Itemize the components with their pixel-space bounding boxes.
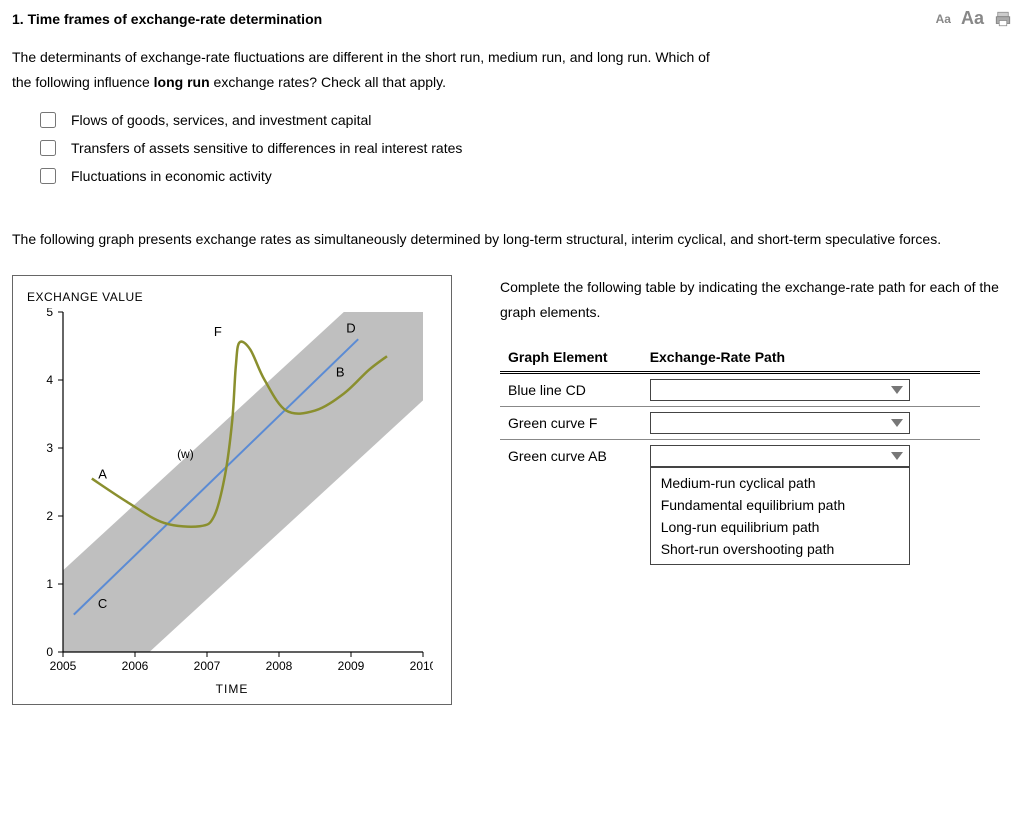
chart-y-title: EXCHANGE VALUE [27, 290, 437, 304]
table-row: Green curve ABMedium-run cyclical pathFu… [500, 439, 980, 472]
chevron-down-icon [891, 386, 903, 394]
intro-line2-bold: long run [154, 74, 210, 90]
answer-table: Graph Element Exchange-Rate Path Blue li… [500, 343, 980, 472]
chart-x-title: TIME [27, 682, 437, 696]
dropdown-option[interactable]: Short-run overshooting path [651, 538, 909, 560]
path-cell [642, 372, 980, 406]
table-row: Blue line CD [500, 372, 980, 406]
svg-text:2005: 2005 [50, 659, 77, 673]
option-row: Transfers of assets sensitive to differe… [36, 137, 1012, 159]
graph-element-cell: Green curve F [500, 406, 642, 439]
intro-line2-pre: the following influence [12, 74, 154, 90]
svg-text:4: 4 [46, 373, 53, 387]
paragraph-2: The following graph presents exchange ra… [12, 227, 1012, 252]
chevron-down-icon [891, 419, 903, 427]
option-label: Flows of goods, services, and investment… [71, 112, 371, 128]
graph-element-cell: Blue line CD [500, 372, 642, 406]
table-intro: Complete the following table by indicati… [500, 275, 1012, 325]
dropdown-option[interactable]: Medium-run cyclical path [651, 472, 909, 494]
path-dropdown[interactable] [650, 445, 910, 467]
path-dropdown[interactable] [650, 379, 910, 401]
font-decrease-button[interactable]: Aa [936, 12, 951, 26]
svg-text:3: 3 [46, 441, 53, 455]
svg-text:B: B [336, 364, 345, 379]
dropdown-option[interactable]: Long-run equilibrium path [651, 516, 909, 538]
intro-line2-post: exchange rates? Check all that apply. [210, 74, 446, 90]
dropdown-option[interactable]: Fundamental equilibrium path [651, 494, 909, 516]
svg-text:C: C [98, 595, 107, 610]
svg-text:2006: 2006 [122, 659, 149, 673]
svg-text:2007: 2007 [194, 659, 221, 673]
option-row: Flows of goods, services, and investment… [36, 109, 1012, 131]
svg-text:2008: 2008 [266, 659, 293, 673]
col-header-element: Graph Element [500, 343, 642, 373]
svg-text:2009: 2009 [338, 659, 365, 673]
svg-text:2010: 2010 [410, 659, 433, 673]
svg-text:(w): (w) [177, 447, 194, 461]
dropdown-menu: Medium-run cyclical pathFundamental equi… [650, 467, 910, 565]
table-row: Green curve F [500, 406, 980, 439]
option-label: Fluctuations in economic activity [71, 168, 272, 184]
svg-text:5: 5 [46, 308, 53, 319]
svg-text:A: A [98, 466, 107, 481]
toolbar: Aa Aa [936, 8, 1012, 29]
option-checkbox[interactable] [40, 140, 56, 156]
option-checkbox[interactable] [40, 112, 56, 128]
exchange-rate-chart: 0 1 2 3 4 5 2005 2006 2007 2008 2009 2010 A B C D F (w) [27, 308, 433, 678]
intro-text: The determinants of exchange-rate fluctu… [12, 45, 1012, 95]
col-header-path: Exchange-Rate Path [642, 343, 980, 373]
svg-text:1: 1 [46, 577, 53, 591]
option-row: Fluctuations in economic activity [36, 165, 1012, 187]
svg-text:F: F [214, 323, 222, 338]
option-checkbox[interactable] [40, 168, 56, 184]
path-cell: Medium-run cyclical pathFundamental equi… [642, 439, 980, 472]
svg-text:D: D [346, 320, 355, 335]
path-cell [642, 406, 980, 439]
graph-element-cell: Green curve AB [500, 439, 642, 472]
chevron-down-icon [891, 452, 903, 460]
path-dropdown[interactable] [650, 412, 910, 434]
option-label: Transfers of assets sensitive to differe… [71, 140, 462, 156]
chart-container: EXCHANGE VALUE 0 1 2 3 4 5 2005 2006 2007 2008 200… [12, 275, 452, 705]
font-increase-button[interactable]: Aa [961, 8, 984, 29]
svg-text:2: 2 [46, 509, 53, 523]
print-icon[interactable] [994, 10, 1012, 28]
question-title: 1. Time frames of exchange-rate determin… [12, 11, 322, 27]
svg-text:0: 0 [46, 645, 53, 659]
intro-line1: The determinants of exchange-rate fluctu… [12, 49, 710, 65]
